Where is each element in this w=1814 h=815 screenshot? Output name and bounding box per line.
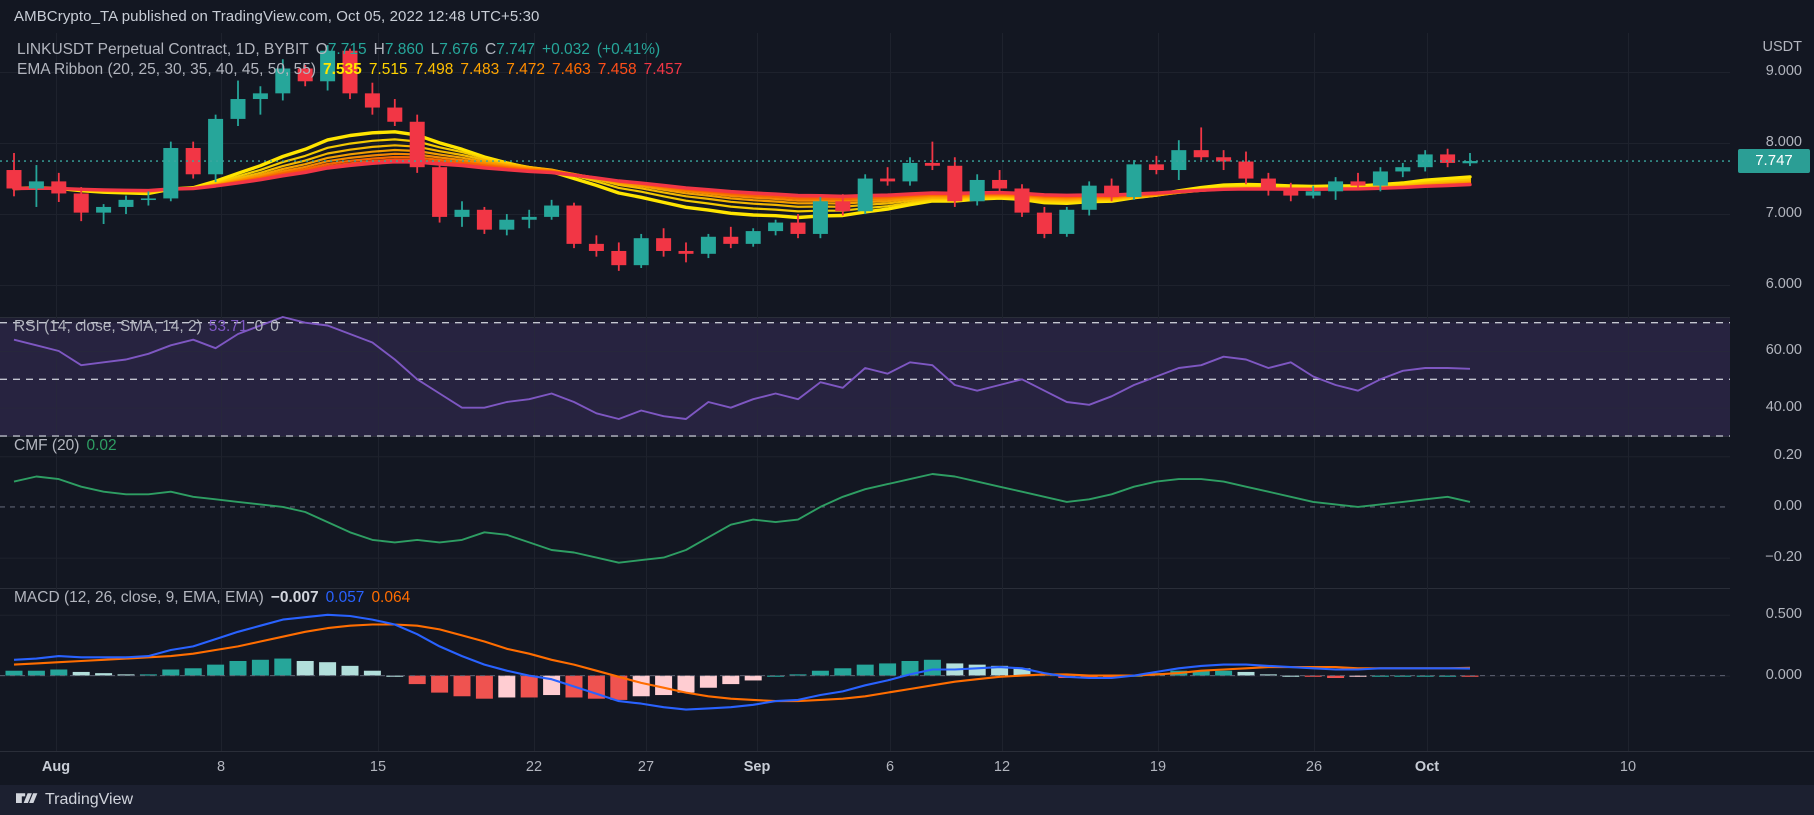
publisher-text: AMBCrypto_TA published on TradingView.co… xyxy=(14,8,540,25)
time-tick-12: 12 xyxy=(993,759,1011,775)
pane-rsi xyxy=(0,317,1730,436)
time-scale[interactable]: Aug 8 15 22 27 Sep 6 12 19 26 Oct 10 xyxy=(0,751,1814,785)
time-tick-8: 8 xyxy=(216,759,226,775)
footer-bar: TradingView xyxy=(0,785,1814,815)
price-unit-label: USDT xyxy=(1762,39,1802,55)
rsi-tick-40.00: 40.00 xyxy=(1765,398,1802,415)
tradingview-logo-icon xyxy=(16,793,38,807)
time-tick-Oct: Oct xyxy=(1414,759,1440,775)
rsi-tick-60.00: 60.00 xyxy=(1765,342,1802,358)
time-tick-27: 27 xyxy=(637,759,655,775)
cmf-tick-2: −0.20 xyxy=(1765,548,1802,565)
cmf-tick-1: 0.00 xyxy=(1773,497,1802,514)
pane-cmf xyxy=(0,436,1730,588)
time-tick-Aug: Aug xyxy=(41,759,71,775)
price-scale[interactable]: USDT 9.000 8.000 7.000 6.000 60.00 40.00 0.20 0… xyxy=(1730,33,1814,751)
price-tick-9.000: 9.000 xyxy=(1765,63,1802,80)
cmf-tick-0: 0.20 xyxy=(1773,447,1802,464)
price-tick-7.000: 7.000 xyxy=(1765,205,1802,222)
time-tick-19: 19 xyxy=(1149,759,1167,775)
time-axis-border xyxy=(0,751,1814,752)
time-tick-15: 15 xyxy=(369,759,387,775)
macd-tick-0: 0.500 xyxy=(1765,605,1802,622)
price-tick-6.000: 6.000 xyxy=(1765,276,1802,293)
time-tick-22: 22 xyxy=(525,759,543,775)
rsi-band-fill xyxy=(0,317,1730,436)
publisher-bar: AMBCrypto_TA published on TradingView.co… xyxy=(0,0,1814,33)
macd-tick-1: 0.000 xyxy=(1765,666,1802,683)
time-tick-10: 10 xyxy=(1619,759,1637,775)
tradingview-logo: TradingView xyxy=(16,791,133,809)
last-price-tag[interactable]: 7.747 xyxy=(1738,149,1810,173)
series-layer xyxy=(0,45,1730,711)
tradingview-wordmark: TradingView xyxy=(45,791,134,808)
chart-frame: LINKUSDT Perpetual Contract, 1D, BYBIT O7… xyxy=(0,33,1814,751)
time-tick-Sep: Sep xyxy=(743,759,771,775)
time-tick-6: 6 xyxy=(885,759,895,775)
time-tick-26: 26 xyxy=(1305,759,1323,775)
price-tick-8.000: 8.000 xyxy=(1765,134,1802,151)
chart-plot-area[interactable]: LINKUSDT Perpetual Contract, 1D, BYBIT O7… xyxy=(0,33,1730,751)
